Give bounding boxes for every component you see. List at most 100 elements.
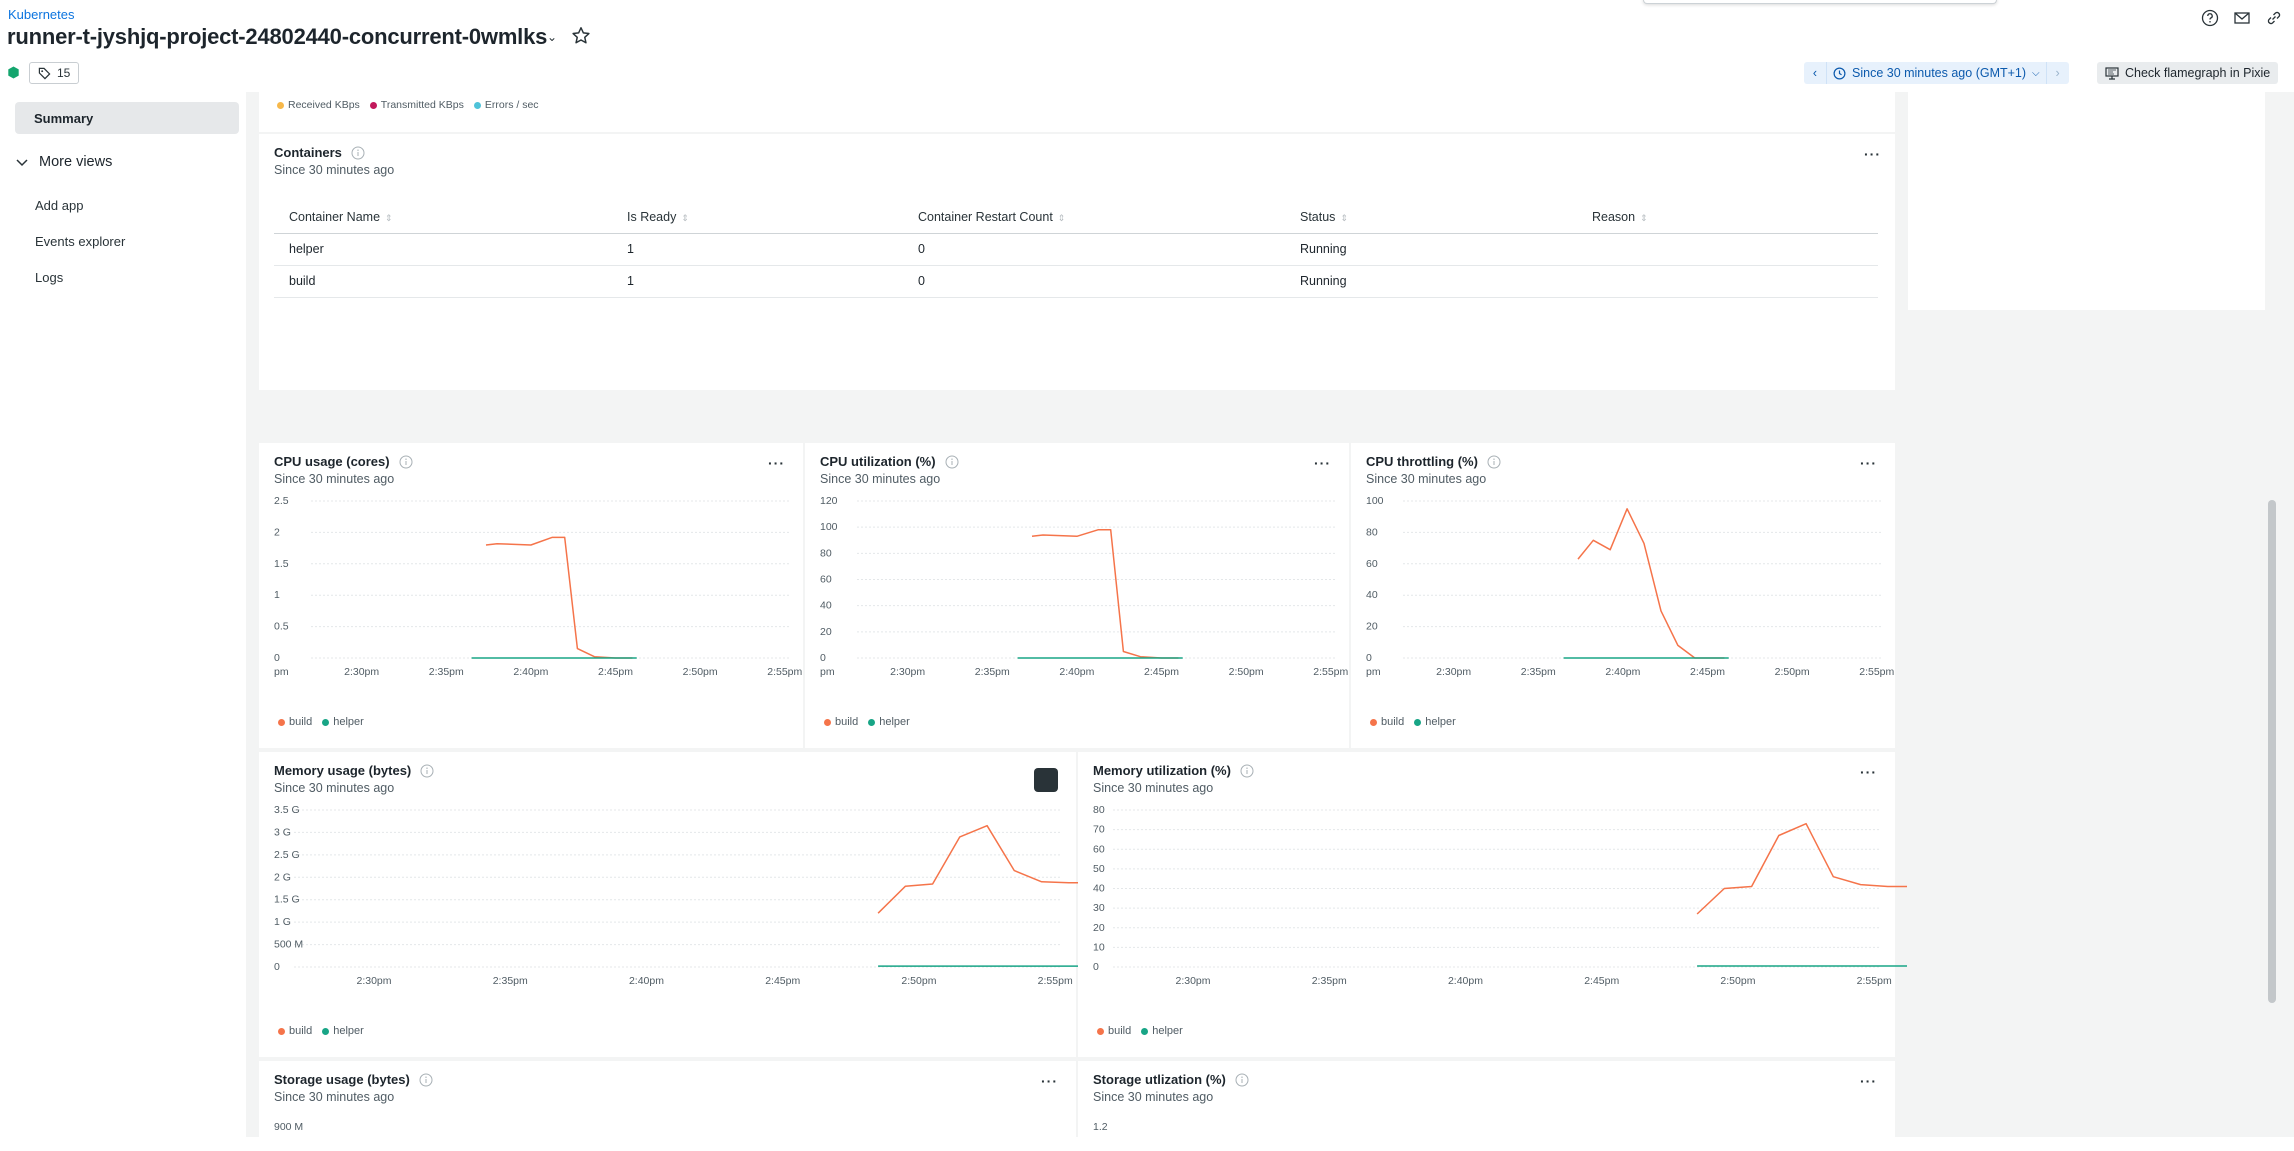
memory-usage-card: Memory usage (bytes) Since 30 minutes ag… [259,752,1124,1057]
help-icon[interactable] [2200,8,2220,28]
more-options-icon[interactable]: ··· [768,455,785,471]
memory-usage-chart[interactable]: 0 500 M 1 G 1.5 G 2 G 2.5 G 3 G 3.5 G 2:30pm 2:35… [259,802,1124,1032]
x-tick-label: 2:35pm [1312,975,1347,987]
chevron-down-icon[interactable]: ⌄ [547,30,558,44]
memory-utilization-card: Memory utilization (%) Since 30 minutes … [1078,752,1943,1057]
column-header-reason[interactable]: Reason ⇕ [1577,201,1878,234]
network-legend: Received KBps Transmitted KBps Errors / … [277,99,539,111]
time-range-button[interactable]: Since 30 minutes ago (GMT+1) ⌵ [1826,62,2047,84]
legend-helper[interactable]: helper [868,716,910,728]
check-flamegraph-button[interactable]: Check flamegraph in Pixie [2097,62,2279,84]
sidebar-item-add-app[interactable]: Add app [35,198,84,213]
more-options-icon[interactable]: ··· [1860,455,1877,471]
more-options-icon[interactable]: ··· [1860,764,1877,780]
table-header-row: Container Name ⇕ Is Ready ⇕ Container Rest… [274,201,1878,234]
chart-action-button[interactable] [1034,768,1058,792]
legend-build[interactable]: build [1097,1025,1131,1037]
y-tick-label: 0 [274,652,280,664]
legend-build[interactable]: build [1370,716,1404,728]
time-picker[interactable]: ‹ Since 30 minutes ago (GMT+1) ⌵ › [1804,62,2069,84]
sidebar-item-summary[interactable]: Summary [15,102,239,134]
cpu-utilization-chart[interactable]: 0 20 40 60 80 100 120 pm 2:30pm 2:35pm 2:40pm 2:45p… [805,493,1349,723]
legend-helper[interactable]: helper [1141,1025,1183,1037]
star-icon[interactable] [570,25,592,47]
scrollbar[interactable] [2268,500,2276,1003]
chart-legend: build helper [824,716,910,728]
y-tick-label: 0.5 [274,621,289,633]
chart-subtitle: Since 30 minutes ago [274,472,395,486]
chart-subtitle: Since 30 minutes ago [1093,1090,1214,1104]
legend-errors[interactable]: Errors / sec [473,99,539,111]
legend-build[interactable]: build [278,716,312,728]
x-tick-label: 2:35pm [429,666,464,678]
chart-legend: build helper [278,716,364,728]
legend-build[interactable]: build [278,1025,312,1037]
info-icon[interactable] [1240,764,1254,778]
chevron-right-icon[interactable]: › [2055,66,2060,80]
series-line-build [1577,508,1725,659]
info-icon[interactable] [420,764,434,778]
x-tick-label: 2:45pm [1690,666,1725,678]
breadcrumb-kubernetes[interactable]: Kubernetes [8,7,75,22]
time-range-label: Since 30 minutes ago (GMT+1) [1852,66,2027,80]
info-icon[interactable] [419,1073,433,1087]
y-tick-label: 80 [820,547,832,559]
x-tick-label: 2:40pm [1605,666,1640,678]
more-options-icon[interactable]: ··· [1860,1073,1877,1089]
memory-utilization-chart[interactable]: 0 10 20 30 40 50 60 70 80 2:30pm 2:35pm 2:40pm 2:45p… [1078,802,1943,1032]
cell-is-ready: 1 [612,233,903,266]
more-options-icon[interactable]: ··· [1041,1073,1058,1089]
chart-subtitle: Since 30 minutes ago [274,781,395,795]
y-tick-label: 40 [1366,589,1378,601]
network-chart-card: Received KBps Transmitted KBps Errors / … [259,92,1895,132]
y-tick-label: 80 [1093,804,1105,816]
legend-received[interactable]: Received KBps [277,99,360,111]
info-icon[interactable] [399,455,413,469]
link-icon[interactable] [2264,8,2284,28]
y-tick-label: 40 [1093,883,1105,895]
mail-icon[interactable] [2232,8,2252,28]
storage-usage-card: Storage usage (bytes) Since 30 minutes a… [259,1061,1076,1151]
cpu-usage-chart[interactable]: 0 0.5 1 1.5 2 2.5 pm 2:30pm 2:35pm 2:40pm 2:45pm 2:… [259,493,803,723]
table-row[interactable]: helper 1 0 Running [274,233,1878,266]
y-tick-label: 120 [820,495,838,507]
y-tick-label: 1 [274,589,280,601]
info-icon[interactable] [1487,455,1501,469]
column-header-restart-count[interactable]: Container Restart Count ⇕ [903,201,1285,234]
cell-container-name: build [274,265,612,298]
legend-helper[interactable]: helper [1414,716,1456,728]
info-icon[interactable] [945,455,959,469]
chart-title: CPU usage (cores) [274,454,413,469]
legend-build[interactable]: build [824,716,858,728]
info-icon[interactable] [1235,1073,1249,1087]
info-icon[interactable] [351,146,365,160]
column-header-is-ready[interactable]: Is Ready ⇕ [612,201,903,234]
storage-utilization-card: Storage utlization (%) Since 30 minutes … [1078,1061,1895,1151]
column-header-status[interactable]: Status ⇕ [1285,201,1577,234]
cell-container-name: helper [274,233,612,266]
tags-button[interactable]: 15 [29,62,80,84]
containers-title: Containers [274,145,365,160]
sidebar-item-events-explorer[interactable]: Events explorer [35,234,126,249]
table-row[interactable]: build 1 0 Running [274,265,1878,298]
legend-helper[interactable]: helper [322,1025,364,1037]
sidebar-more-views-toggle[interactable]: More views [15,154,112,170]
sidebar-item-logs[interactable]: Logs [35,270,64,285]
series-line-build [1696,822,1943,915]
more-options-icon[interactable]: ··· [1864,146,1881,162]
chevron-left-icon[interactable]: ‹ [1812,66,1818,80]
cpu-throttling-chart[interactable]: 0 20 40 60 80 100 pm 2:30pm 2:35pm 2:40pm 2:45pm 2:… [1351,493,1895,723]
more-options-icon[interactable]: ··· [1314,455,1331,471]
y-tick-label: 0 [1093,961,1099,973]
series-line-build [1031,529,1179,659]
legend-helper[interactable]: helper [322,716,364,728]
x-tick-label: 2:45pm [1584,975,1619,987]
chart-subtitle: Since 30 minutes ago [1093,781,1214,795]
chart-subtitle: Since 30 minutes ago [1366,472,1487,486]
chart-subtitle: Since 30 minutes ago [274,1090,395,1104]
column-header-container-name[interactable]: Container Name ⇕ [274,201,612,234]
entity-title[interactable]: runner-t-jyshjq-project-24802440-concurr… [7,24,548,49]
legend-transmitted[interactable]: Transmitted KBps [369,99,464,111]
y-tick-label: 20 [1093,922,1105,934]
y-tick-label: 500 M [274,939,303,951]
